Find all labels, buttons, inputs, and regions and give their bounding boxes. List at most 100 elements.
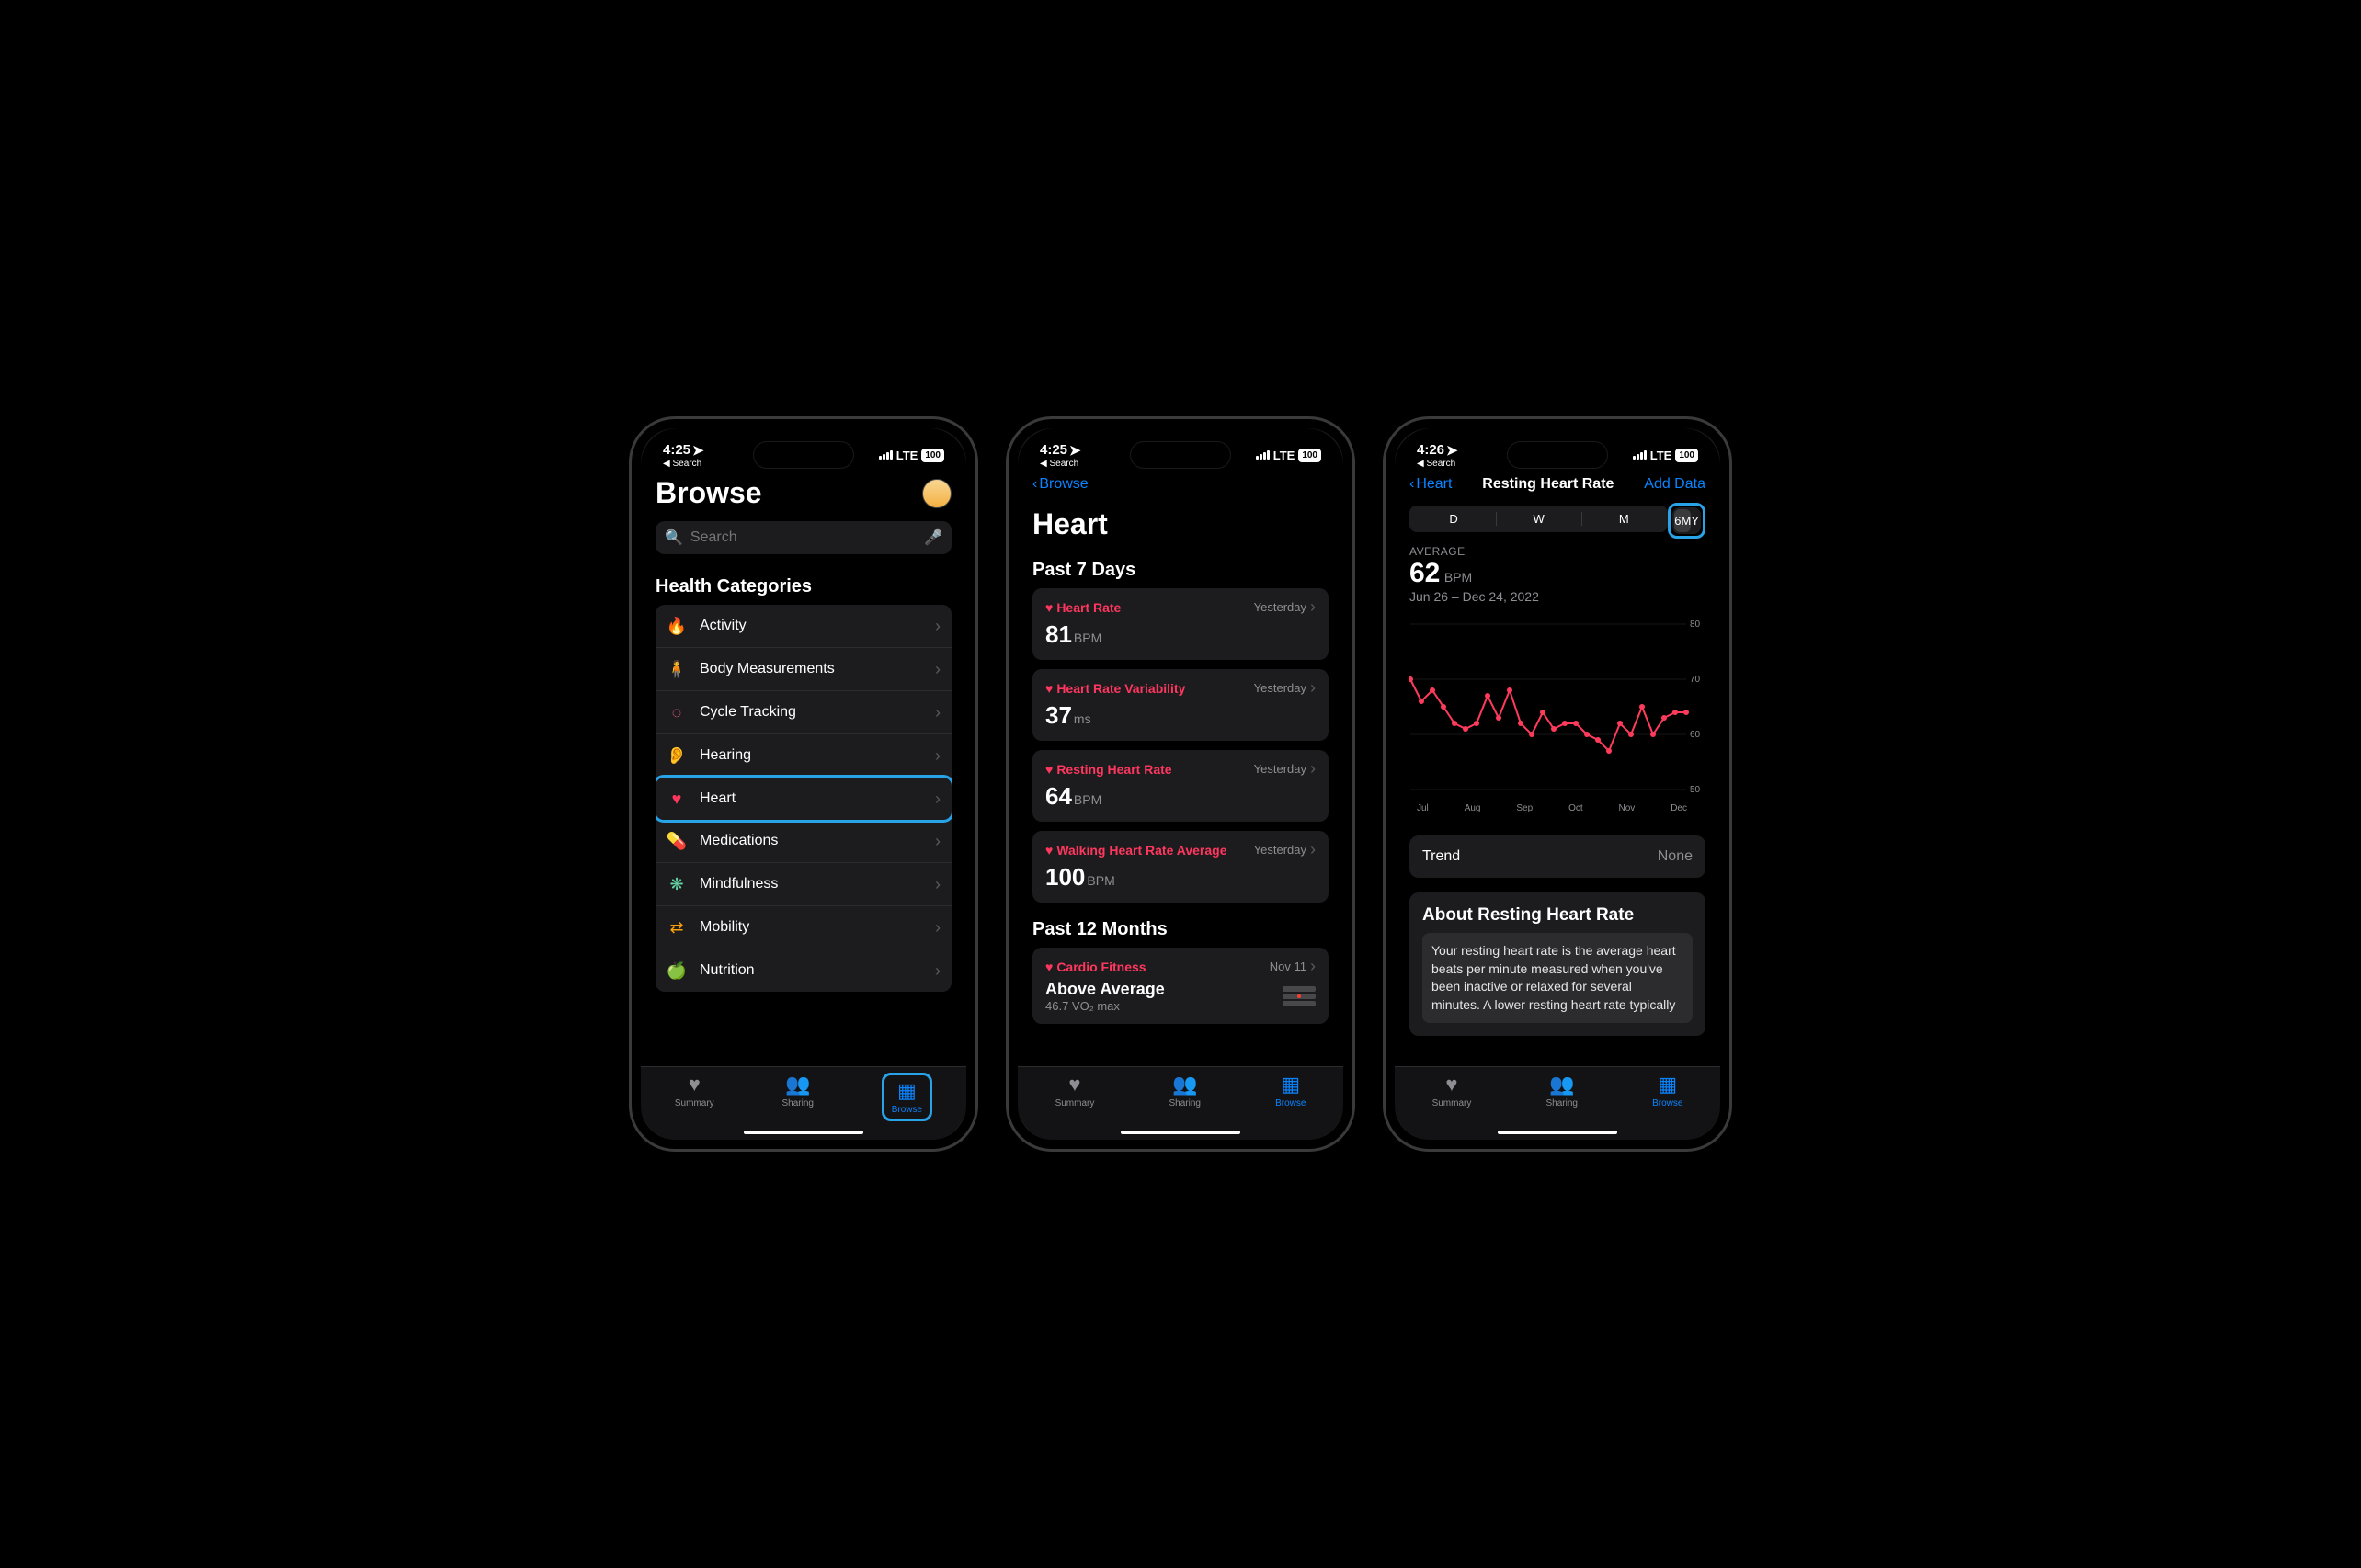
category-label: Body Measurements bbox=[700, 661, 922, 677]
metric-card[interactable]: ♥Heart Rate Variability Yesterday› 37ms bbox=[1032, 669, 1329, 741]
status-back[interactable]: Search bbox=[672, 459, 701, 469]
mic-icon[interactable]: 🎤 bbox=[924, 528, 942, 547]
time-range-segments-right: 6MY bbox=[1672, 507, 1701, 534]
add-data-button[interactable]: Add Data bbox=[1644, 476, 1705, 493]
tab-sharing[interactable]: 👥Sharing bbox=[781, 1073, 813, 1108]
metric-unit: BPM bbox=[1074, 631, 1101, 645]
category-icon: ⇄ bbox=[667, 917, 687, 937]
category-row-hearing[interactable]: 👂 Hearing › bbox=[656, 734, 952, 778]
tab-bar: ♥Summary 👥Sharing ▦Browse bbox=[641, 1066, 966, 1140]
metric-value: 64 bbox=[1045, 782, 1072, 810]
segment-m[interactable]: M bbox=[1581, 507, 1666, 530]
category-label: Heart bbox=[700, 790, 922, 807]
network-label: LTE bbox=[896, 449, 918, 462]
chevron-icon: › bbox=[935, 790, 941, 809]
metric-card[interactable]: ♥Resting Heart Rate Yesterday› 64BPM bbox=[1032, 750, 1329, 822]
phone-heart: 4:25 ➤ ◀ Search LTE 100 ‹ Browse Heart P… bbox=[1006, 416, 1355, 1152]
tab-label: Summary bbox=[1432, 1098, 1472, 1108]
category-label: Activity bbox=[700, 618, 922, 634]
search-input[interactable] bbox=[690, 529, 917, 546]
tab-icon: 👥 bbox=[1172, 1073, 1197, 1096]
tab-icon: ♥ bbox=[689, 1073, 701, 1096]
chevron-icon: › bbox=[935, 832, 941, 851]
status-back[interactable]: Search bbox=[1049, 459, 1078, 469]
metric-card[interactable]: ♥Walking Heart Rate Average Yesterday› 1… bbox=[1032, 831, 1329, 903]
nav-title: Resting Heart Rate bbox=[1482, 476, 1614, 493]
metric-card[interactable]: ♥Heart Rate Yesterday› 81BPM bbox=[1032, 588, 1329, 660]
tab-label: Sharing bbox=[781, 1098, 813, 1108]
tab-summary[interactable]: ♥Summary bbox=[675, 1073, 714, 1108]
segment-6m[interactable]: 6M bbox=[1674, 509, 1691, 532]
cardio-fitness-card[interactable]: ♥Cardio Fitness Nov 11› Above Average 46… bbox=[1032, 948, 1329, 1024]
nav-back-button[interactable]: ‹ Browse bbox=[1032, 476, 1089, 493]
category-row-activity[interactable]: 🔥 Activity › bbox=[656, 605, 952, 648]
tab-sharing[interactable]: 👥Sharing bbox=[1545, 1073, 1577, 1108]
location-icon: ➤ bbox=[1069, 442, 1081, 459]
signal-icon bbox=[1633, 450, 1647, 460]
tab-browse[interactable]: ▦Browse bbox=[1275, 1073, 1306, 1108]
tab-label: Browse bbox=[1275, 1098, 1306, 1108]
cardio-headline: Above Average bbox=[1045, 980, 1165, 999]
category-label: Nutrition bbox=[700, 962, 922, 979]
x-axis-label: Dec bbox=[1671, 803, 1687, 813]
tab-label: Summary bbox=[1055, 1098, 1095, 1108]
home-indicator[interactable] bbox=[744, 1131, 863, 1134]
phone-resting-hr: 4:26 ➤ ◀ Search LTE 100 ‹ Heart Resting … bbox=[1383, 416, 1732, 1152]
metric-value: 37 bbox=[1045, 701, 1072, 729]
chevron-icon: › bbox=[935, 918, 941, 937]
segment-d[interactable]: D bbox=[1411, 507, 1496, 530]
tab-sharing[interactable]: 👥Sharing bbox=[1169, 1073, 1200, 1108]
signal-icon bbox=[879, 450, 893, 460]
category-row-nutrition[interactable]: 🍏 Nutrition › bbox=[656, 949, 952, 992]
fitness-level-icon bbox=[1283, 986, 1316, 1006]
category-row-medications[interactable]: 💊 Medications › bbox=[656, 820, 952, 863]
section-header: Past 12 Months bbox=[1032, 912, 1329, 948]
tab-browse[interactable]: ▦Browse bbox=[1652, 1073, 1682, 1108]
metric-value: 100 bbox=[1045, 863, 1085, 891]
category-row-mindfulness[interactable]: ❋ Mindfulness › bbox=[656, 863, 952, 906]
metric-date: Yesterday bbox=[1254, 843, 1306, 857]
category-row-mobility[interactable]: ⇄ Mobility › bbox=[656, 906, 952, 949]
network-label: LTE bbox=[1273, 449, 1295, 462]
nav-back-button[interactable]: ‹ Heart bbox=[1409, 476, 1452, 493]
metric-value: 81 bbox=[1045, 620, 1072, 648]
category-icon: 💊 bbox=[667, 831, 687, 851]
category-row-body-measurements[interactable]: 🧍 Body Measurements › bbox=[656, 648, 952, 691]
category-row-heart[interactable]: ♥ Heart › bbox=[656, 775, 952, 823]
chevron-icon: › bbox=[935, 875, 941, 894]
about-body: Your resting heart rate is the average h… bbox=[1422, 933, 1693, 1023]
metric-unit: ms bbox=[1074, 711, 1091, 726]
tab-label: Browse bbox=[1652, 1098, 1682, 1108]
metric-date: Yesterday bbox=[1254, 681, 1306, 695]
home-indicator[interactable] bbox=[1121, 1131, 1240, 1134]
category-icon: 🍏 bbox=[667, 960, 687, 981]
section-header: Past 7 Days bbox=[1032, 552, 1329, 588]
tab-browse[interactable]: ▦Browse bbox=[882, 1073, 932, 1121]
segment-w[interactable]: W bbox=[1497, 507, 1581, 530]
battery-icon: 100 bbox=[1298, 449, 1321, 462]
home-indicator[interactable] bbox=[1498, 1131, 1617, 1134]
segment-y[interactable]: Y bbox=[1691, 509, 1699, 532]
tab-summary[interactable]: ♥ Summary bbox=[1055, 1073, 1095, 1108]
chevron-icon: › bbox=[1310, 957, 1316, 976]
status-back[interactable]: Search bbox=[1426, 459, 1455, 469]
avatar[interactable] bbox=[922, 479, 952, 508]
tab-bar: ♥ Summary 👥Sharing ▦Browse bbox=[1018, 1066, 1343, 1140]
chevron-icon: › bbox=[1310, 597, 1316, 617]
dynamic-island bbox=[1130, 441, 1231, 469]
chevron-icon: › bbox=[1310, 840, 1316, 859]
category-list: 🔥 Activity ›🧍 Body Measurements ›◌ Cycle… bbox=[656, 605, 952, 992]
category-label: Cycle Tracking bbox=[700, 704, 922, 721]
search-bar[interactable]: 🔍 🎤 bbox=[656, 521, 952, 554]
chevron-icon: › bbox=[935, 660, 941, 679]
category-row-cycle-tracking[interactable]: ◌ Cycle Tracking › bbox=[656, 691, 952, 734]
tab-icon: ♥ bbox=[1445, 1073, 1457, 1096]
nav-bar: ‹ Browse bbox=[1018, 469, 1343, 500]
x-axis-label: Sep bbox=[1516, 803, 1533, 813]
category-icon: 🧍 bbox=[667, 659, 687, 679]
trend-row[interactable]: Trend None bbox=[1409, 835, 1705, 878]
category-icon: 🔥 bbox=[667, 616, 687, 636]
tab-summary[interactable]: ♥ Summary bbox=[1432, 1073, 1472, 1108]
heart-icon: ♥ bbox=[1045, 600, 1053, 615]
tab-icon: ♥ bbox=[1068, 1073, 1080, 1096]
